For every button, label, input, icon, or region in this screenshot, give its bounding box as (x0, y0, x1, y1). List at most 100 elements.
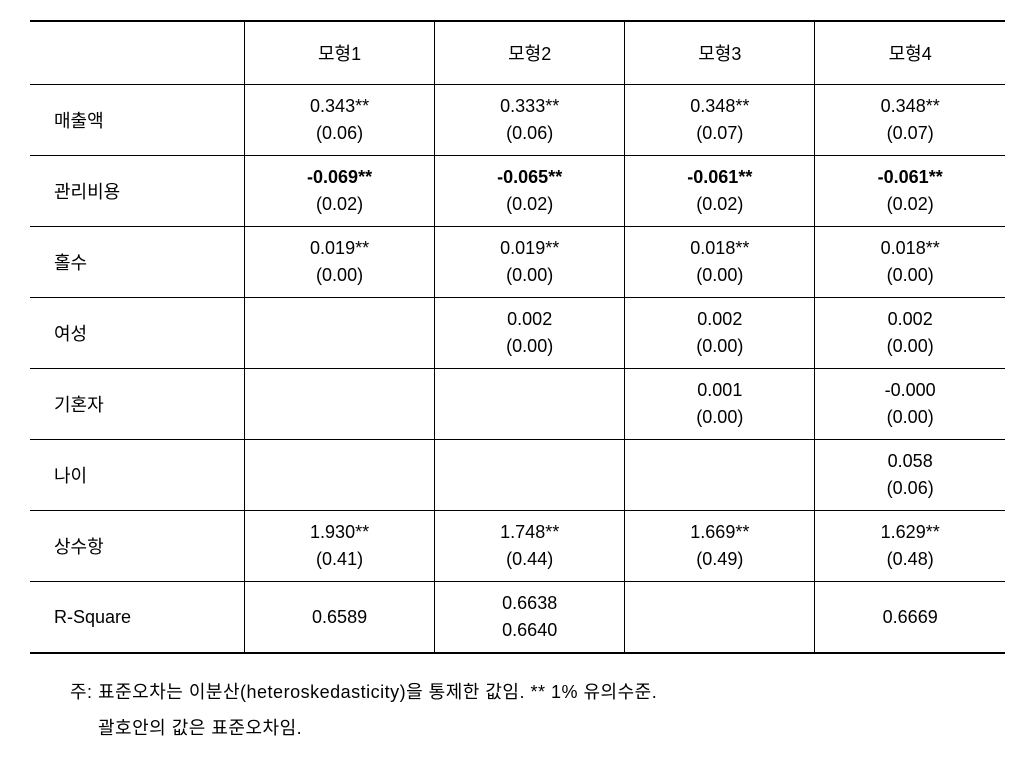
header-model1: 모형1 (245, 21, 435, 85)
data-cell: 1.930**(0.41) (245, 511, 435, 582)
standard-error-value: (0.02) (506, 191, 553, 218)
standard-error-value: (0.07) (887, 120, 934, 147)
table-row: 나이 0.058(0.06) (30, 440, 1005, 511)
standard-error-value: (0.00) (696, 404, 743, 431)
header-model4: 모형4 (815, 21, 1005, 85)
data-cell: 0.058(0.06) (815, 440, 1005, 511)
coefficient-value: -0.000 (885, 377, 936, 404)
data-cell: 0.018**(0.00) (625, 227, 815, 298)
table-row: 매출액0.343**(0.06)0.333**(0.06)0.348**(0.0… (30, 85, 1005, 156)
coefficient-value: 0.002 (697, 306, 742, 333)
standard-error-value: (0.06) (887, 475, 934, 502)
coefficient-value: -0.061** (687, 164, 752, 191)
standard-error-value: (0.00) (316, 262, 363, 289)
standard-error-value: (0.06) (506, 120, 553, 147)
table-row: 기혼자 0.001(0.00)-0.000(0.00) (30, 369, 1005, 440)
row-label: 기혼자 (30, 369, 245, 440)
coefficient-value: 0.058 (888, 448, 933, 475)
standard-error-value: (0.49) (696, 546, 743, 573)
data-cell (435, 369, 625, 440)
standard-error-value: (0.00) (696, 333, 743, 360)
coefficient-value: 1.930** (310, 519, 369, 546)
coefficient-value: 0.018** (881, 235, 940, 262)
data-cell (245, 369, 435, 440)
table-body: 매출액0.343**(0.06)0.333**(0.06)0.348**(0.0… (30, 85, 1005, 654)
row-label: R-Square (30, 582, 245, 654)
coefficient-value: 0.002 (507, 306, 552, 333)
standard-error-value: (0.02) (316, 191, 363, 218)
data-cell: 0.001(0.00) (625, 369, 815, 440)
standard-error-value: (0.06) (316, 120, 363, 147)
coefficient-value: 0.333** (500, 93, 559, 120)
coefficient-value: 0.6638 (502, 590, 557, 617)
data-cell: -0.061**(0.02) (815, 156, 1005, 227)
row-label: 매출액 (30, 85, 245, 156)
data-cell: 1.669**(0.49) (625, 511, 815, 582)
row-label: 나이 (30, 440, 245, 511)
table-row: 여성 0.002(0.00)0.002(0.00)0.002(0.00) (30, 298, 1005, 369)
coefficient-value: 1.629** (881, 519, 940, 546)
standard-error-value: (0.00) (887, 333, 934, 360)
row-label: 상수항 (30, 511, 245, 582)
standard-error-value: (0.00) (696, 262, 743, 289)
standard-error-value: (0.41) (316, 546, 363, 573)
coefficient-value: -0.061** (878, 164, 943, 191)
coefficient-value: 1.669** (690, 519, 749, 546)
coefficient-value: 0.343** (310, 93, 369, 120)
data-cell: 0.66380.6640 (435, 582, 625, 654)
data-cell: 0.6589 (245, 582, 435, 654)
standard-error-value: (0.44) (506, 546, 553, 573)
data-cell: 1.629**(0.48) (815, 511, 1005, 582)
data-cell: 0.348**(0.07) (625, 85, 815, 156)
data-cell: 0.002(0.00) (815, 298, 1005, 369)
header-blank (30, 21, 245, 85)
coefficient-value: 0.348** (881, 93, 940, 120)
coefficient-value: 0.018** (690, 235, 749, 262)
table-notes: 주: 표준오차는 이분산(heteroskedasticity)을 통제한 값임… (30, 674, 1005, 746)
coefficient-value: 0.002 (888, 306, 933, 333)
row-label: 홀수 (30, 227, 245, 298)
data-cell: 0.333**(0.06) (435, 85, 625, 156)
coefficient-value: 0.348** (690, 93, 749, 120)
coefficient-value: 0.019** (500, 235, 559, 262)
header-model3: 모형3 (625, 21, 815, 85)
data-cell (245, 440, 435, 511)
header-model2: 모형2 (435, 21, 625, 85)
row-label: 관리비용 (30, 156, 245, 227)
regression-table: 모형1 모형2 모형3 모형4 매출액0.343**(0.06)0.333**(… (30, 20, 1005, 654)
coefficient-value: 0.6589 (312, 604, 367, 631)
data-cell: 0.343**(0.06) (245, 85, 435, 156)
data-cell: -0.061**(0.02) (625, 156, 815, 227)
data-cell: 0.6669 (815, 582, 1005, 654)
standard-error-value: (0.07) (696, 120, 743, 147)
table-row: 홀수0.019**(0.00)0.019**(0.00)0.018**(0.00… (30, 227, 1005, 298)
coefficient-value: -0.065** (497, 164, 562, 191)
standard-error-value: (0.00) (506, 262, 553, 289)
coefficient-value: 0.019** (310, 235, 369, 262)
data-cell: 0.002(0.00) (625, 298, 815, 369)
coefficient-value: 0.6669 (883, 604, 938, 631)
data-cell: 0.019**(0.00) (245, 227, 435, 298)
data-cell (625, 582, 815, 654)
table-row: R-Square 0.6589 0.66380.6640 0.6669 (30, 582, 1005, 654)
standard-error-value: (0.00) (506, 333, 553, 360)
data-cell (625, 440, 815, 511)
data-cell (435, 440, 625, 511)
data-cell: -0.000(0.00) (815, 369, 1005, 440)
data-cell: -0.065**(0.02) (435, 156, 625, 227)
note-line-2: 괄호안의 값은 표준오차임. (70, 710, 1005, 746)
header-row: 모형1 모형2 모형3 모형4 (30, 21, 1005, 85)
table-row: 상수항1.930**(0.41)1.748**(0.44)1.669**(0.4… (30, 511, 1005, 582)
data-cell: -0.069**(0.02) (245, 156, 435, 227)
standard-error-value: (0.00) (887, 262, 934, 289)
coefficient-value: 0.001 (697, 377, 742, 404)
standard-error-value: (0.02) (696, 191, 743, 218)
coefficient-value: -0.069** (307, 164, 372, 191)
data-cell: 0.348**(0.07) (815, 85, 1005, 156)
standard-error-value: (0.02) (887, 191, 934, 218)
data-cell: 0.019**(0.00) (435, 227, 625, 298)
note-line-1: 주: 표준오차는 이분산(heteroskedasticity)을 통제한 값임… (70, 674, 1005, 710)
data-cell (245, 298, 435, 369)
coefficient-value: 1.748** (500, 519, 559, 546)
standard-error-value: 0.6640 (502, 617, 557, 644)
